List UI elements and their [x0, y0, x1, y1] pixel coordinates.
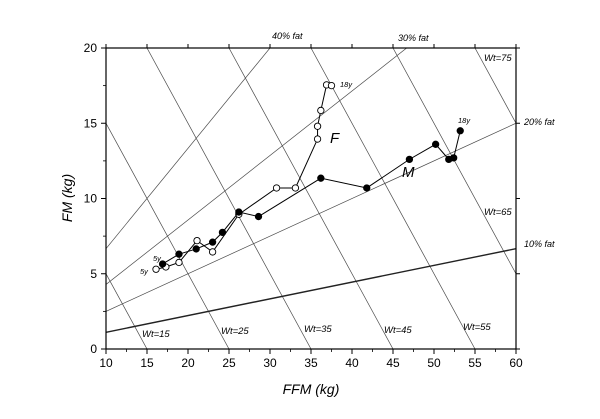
- fat-isoline: [106, 247, 516, 333]
- isoline-layer: [106, 48, 516, 349]
- series-layer: F 5y 18y M 5y 18y: [140, 80, 471, 276]
- x-tick-label: 30: [263, 356, 277, 370]
- fat-isoline-label: 10% fat: [524, 239, 555, 249]
- data-point: [193, 236, 201, 245]
- data-point: [158, 260, 167, 268]
- data-point: [405, 155, 414, 164]
- x-tick-label: 15: [140, 356, 154, 370]
- data-point: [175, 258, 183, 267]
- data-point: [313, 122, 322, 130]
- fat-isoline: [106, 122, 516, 312]
- y-tick-label: 20: [84, 41, 98, 55]
- data-point: [175, 250, 183, 258]
- start-age-label: 5y: [140, 267, 149, 276]
- series-name-label: F: [330, 130, 340, 147]
- data-point: [317, 174, 325, 182]
- weight-isoline-label: Wt=45: [384, 325, 412, 336]
- weight-isoline-label: Wt=25: [221, 326, 249, 337]
- weight-isoline-label: Wt=65: [484, 207, 512, 218]
- data-point: [254, 212, 263, 221]
- x-axis-title: FFM (kg): [283, 381, 340, 397]
- y-tick-label: 0: [90, 342, 97, 356]
- x-tick-label: 25: [222, 356, 236, 370]
- data-point: [363, 184, 371, 192]
- y-tick-label: 15: [84, 116, 98, 130]
- weight-isoline-label: Wt=35: [304, 324, 332, 335]
- x-tick-label: 20: [181, 356, 195, 370]
- y-axis-title: FM (kg): [59, 174, 75, 222]
- weight-isoline: [228, 48, 394, 349]
- weight-isoline-label: Wt=55: [463, 322, 491, 333]
- x-tick-label: 35: [304, 356, 318, 370]
- start-age-label: 5y: [153, 254, 162, 263]
- weight-isoline: [392, 48, 516, 275]
- y-tick-label: 10: [84, 192, 98, 206]
- weight-isoline: [474, 48, 516, 124]
- fat-isoline: [106, 48, 408, 285]
- weight-isoline: [310, 48, 476, 349]
- x-tick-label: 50: [427, 356, 441, 370]
- fat-isoline: [106, 48, 271, 249]
- axis-ticks: 10 15 20 25 30 35 40 45 50 55 60 0 5 10 15 20: [84, 41, 523, 370]
- series-name-label: M: [402, 164, 415, 181]
- weight-isoline-label: Wt=15: [142, 329, 170, 340]
- end-age-label: 18y: [340, 80, 353, 89]
- fat-isoline-label: 20% fat: [523, 117, 555, 127]
- data-point: [317, 106, 325, 115]
- data-point: [450, 154, 458, 162]
- data-point: [456, 127, 464, 135]
- data-point: [272, 184, 281, 192]
- data-point: [218, 228, 227, 237]
- data-point: [291, 184, 300, 192]
- x-tick-label: 45: [386, 356, 400, 370]
- data-point: [192, 245, 200, 253]
- x-tick-label: 40: [345, 356, 359, 370]
- data-point: [208, 248, 217, 256]
- fat-isoline-label: 40% fat: [272, 31, 303, 41]
- data-point: [235, 208, 243, 216]
- x-tick-label: 10: [99, 356, 113, 370]
- end-age-label: 18y: [458, 116, 471, 125]
- weight-isoline: [146, 48, 312, 349]
- x-tick-label: 60: [509, 356, 523, 370]
- fat-isoline-label: 30% fat: [398, 33, 429, 43]
- data-point: [327, 81, 336, 90]
- weight-isoline-label: Wt=75: [484, 53, 512, 64]
- data-point: [313, 135, 322, 143]
- x-tick-label: 55: [468, 356, 482, 370]
- isoline-labels: 40% fat 30% fat 20% fat 10% fat Wt=15 Wt=25 Wt…: [142, 31, 555, 340]
- data-point: [152, 265, 160, 273]
- data-point: [208, 238, 217, 246]
- weight-isoline: [106, 273, 148, 349]
- y-tick-label: 5: [90, 267, 97, 281]
- series-line: [162, 130, 461, 265]
- data-point: [431, 140, 440, 148]
